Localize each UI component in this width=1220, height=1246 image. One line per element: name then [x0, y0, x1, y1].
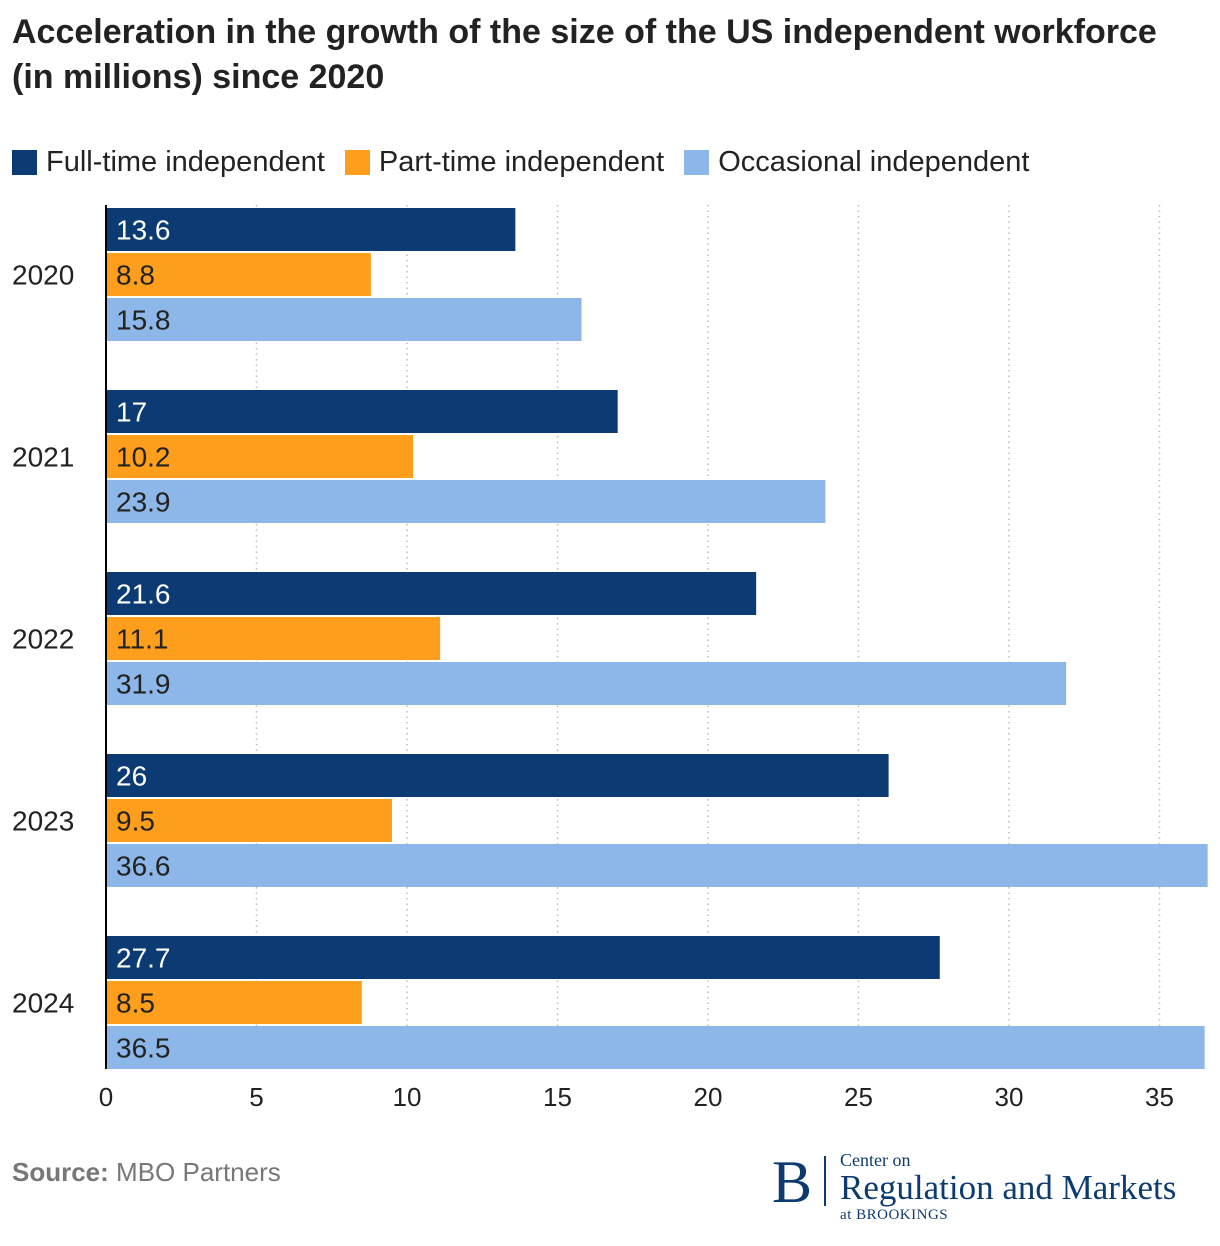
data-label-2024-2: 36.5: [116, 1033, 171, 1064]
legend-label-occasional: Occasional independent: [718, 146, 1030, 178]
data-label-2021-0: 17: [116, 397, 147, 428]
legend-swatch-occasional: [684, 150, 710, 175]
y-category-label-2020: 2020: [12, 260, 74, 291]
logo-main-line: Regulation and Markets: [840, 1168, 1177, 1207]
data-label-2022-2: 31.9: [116, 669, 171, 700]
bar-2021-1: [106, 435, 414, 478]
bar-2020-1: [106, 253, 371, 296]
chart-title: Acceleration in the growth of the size o…: [12, 13, 1157, 96]
legend-item-part-time: Part-time independent: [344, 146, 665, 179]
bar-2020-0: [106, 208, 516, 251]
data-label-2021-1: 10.2: [116, 442, 171, 473]
data-label-2023-1: 9.5: [116, 806, 155, 837]
x-tick-label-25: 25: [844, 1082, 873, 1112]
legend-swatch-part-time: [344, 150, 370, 175]
y-category-label-2021: 2021: [12, 442, 74, 473]
legend-label-part-time: Part-time independent: [378, 146, 665, 178]
bar-2021-0: [106, 390, 618, 433]
y-category-label-2024: 2024: [12, 988, 74, 1019]
bar-2022-0: [106, 572, 757, 615]
x-tick-label-20: 20: [694, 1082, 723, 1112]
logo-letter: B: [772, 1149, 813, 1215]
source-note: Source: MBO Partners: [12, 1157, 281, 1188]
data-label-2023-0: 26: [116, 761, 147, 792]
bar-2022-1: [106, 617, 441, 660]
legend-item-occasional: Occasional independent: [684, 146, 1029, 179]
bar-2022-2: [106, 662, 1067, 705]
y-category-label-2022: 2022: [12, 624, 74, 655]
data-label-2021-2: 23.9: [116, 487, 171, 518]
x-tick-label-0: 0: [99, 1082, 113, 1112]
data-label-2022-1: 11.1: [116, 624, 168, 655]
x-tick-label-35: 35: [1145, 1082, 1174, 1112]
logo-text: Center on Regulation and Markets at BROO…: [840, 1150, 1176, 1224]
source-label: Source:: [12, 1157, 109, 1187]
logo-bottom-line: at BROOKINGS: [840, 1207, 949, 1223]
x-tick-label-30: 30: [995, 1082, 1024, 1112]
data-label-2024-0: 27.7: [116, 943, 171, 974]
bar-2024-0: [106, 936, 940, 979]
bar-chart: 0 5 10 15 20 25 30 35 13.6 8.8 15.8 2020 17 10.2 23.9 2…: [12, 205, 1208, 1112]
data-label-2020-1: 8.8: [116, 260, 155, 291]
data-label-2023-2: 36.6: [116, 851, 171, 882]
brookings-logo: B Center on Regulation and Markets at BR…: [772, 1150, 1176, 1230]
logo-divider: [824, 1156, 827, 1206]
source-text: MBO Partners: [116, 1157, 281, 1187]
logo-top-line: Center on: [840, 1150, 911, 1170]
bar-2024-2: [106, 1026, 1205, 1069]
legend-label-full-time: Full-time independent: [46, 146, 325, 178]
x-tick-label-10: 10: [393, 1082, 422, 1112]
y-category-label-2023: 2023: [12, 806, 74, 837]
bar-2023-2: [106, 844, 1208, 887]
data-label-2020-0: 13.6: [116, 215, 171, 246]
data-label-2024-1: 8.5: [116, 988, 155, 1019]
bar-2021-2: [106, 480, 826, 523]
bar-2024-1: [106, 981, 362, 1024]
legend-item-full-time: Full-time independent: [12, 146, 325, 179]
data-label-2020-2: 15.8: [116, 305, 171, 336]
bar-2023-1: [106, 799, 392, 842]
legend-swatch-full-time: [12, 150, 37, 175]
bar-2023-0: [106, 754, 889, 797]
bar-2020-2: [106, 298, 582, 341]
legend: Full-time independent Part-time independ…: [12, 146, 1049, 179]
x-tick-label-5: 5: [249, 1082, 263, 1112]
data-label-2022-0: 21.6: [116, 579, 171, 610]
x-tick-label-15: 15: [543, 1082, 572, 1112]
